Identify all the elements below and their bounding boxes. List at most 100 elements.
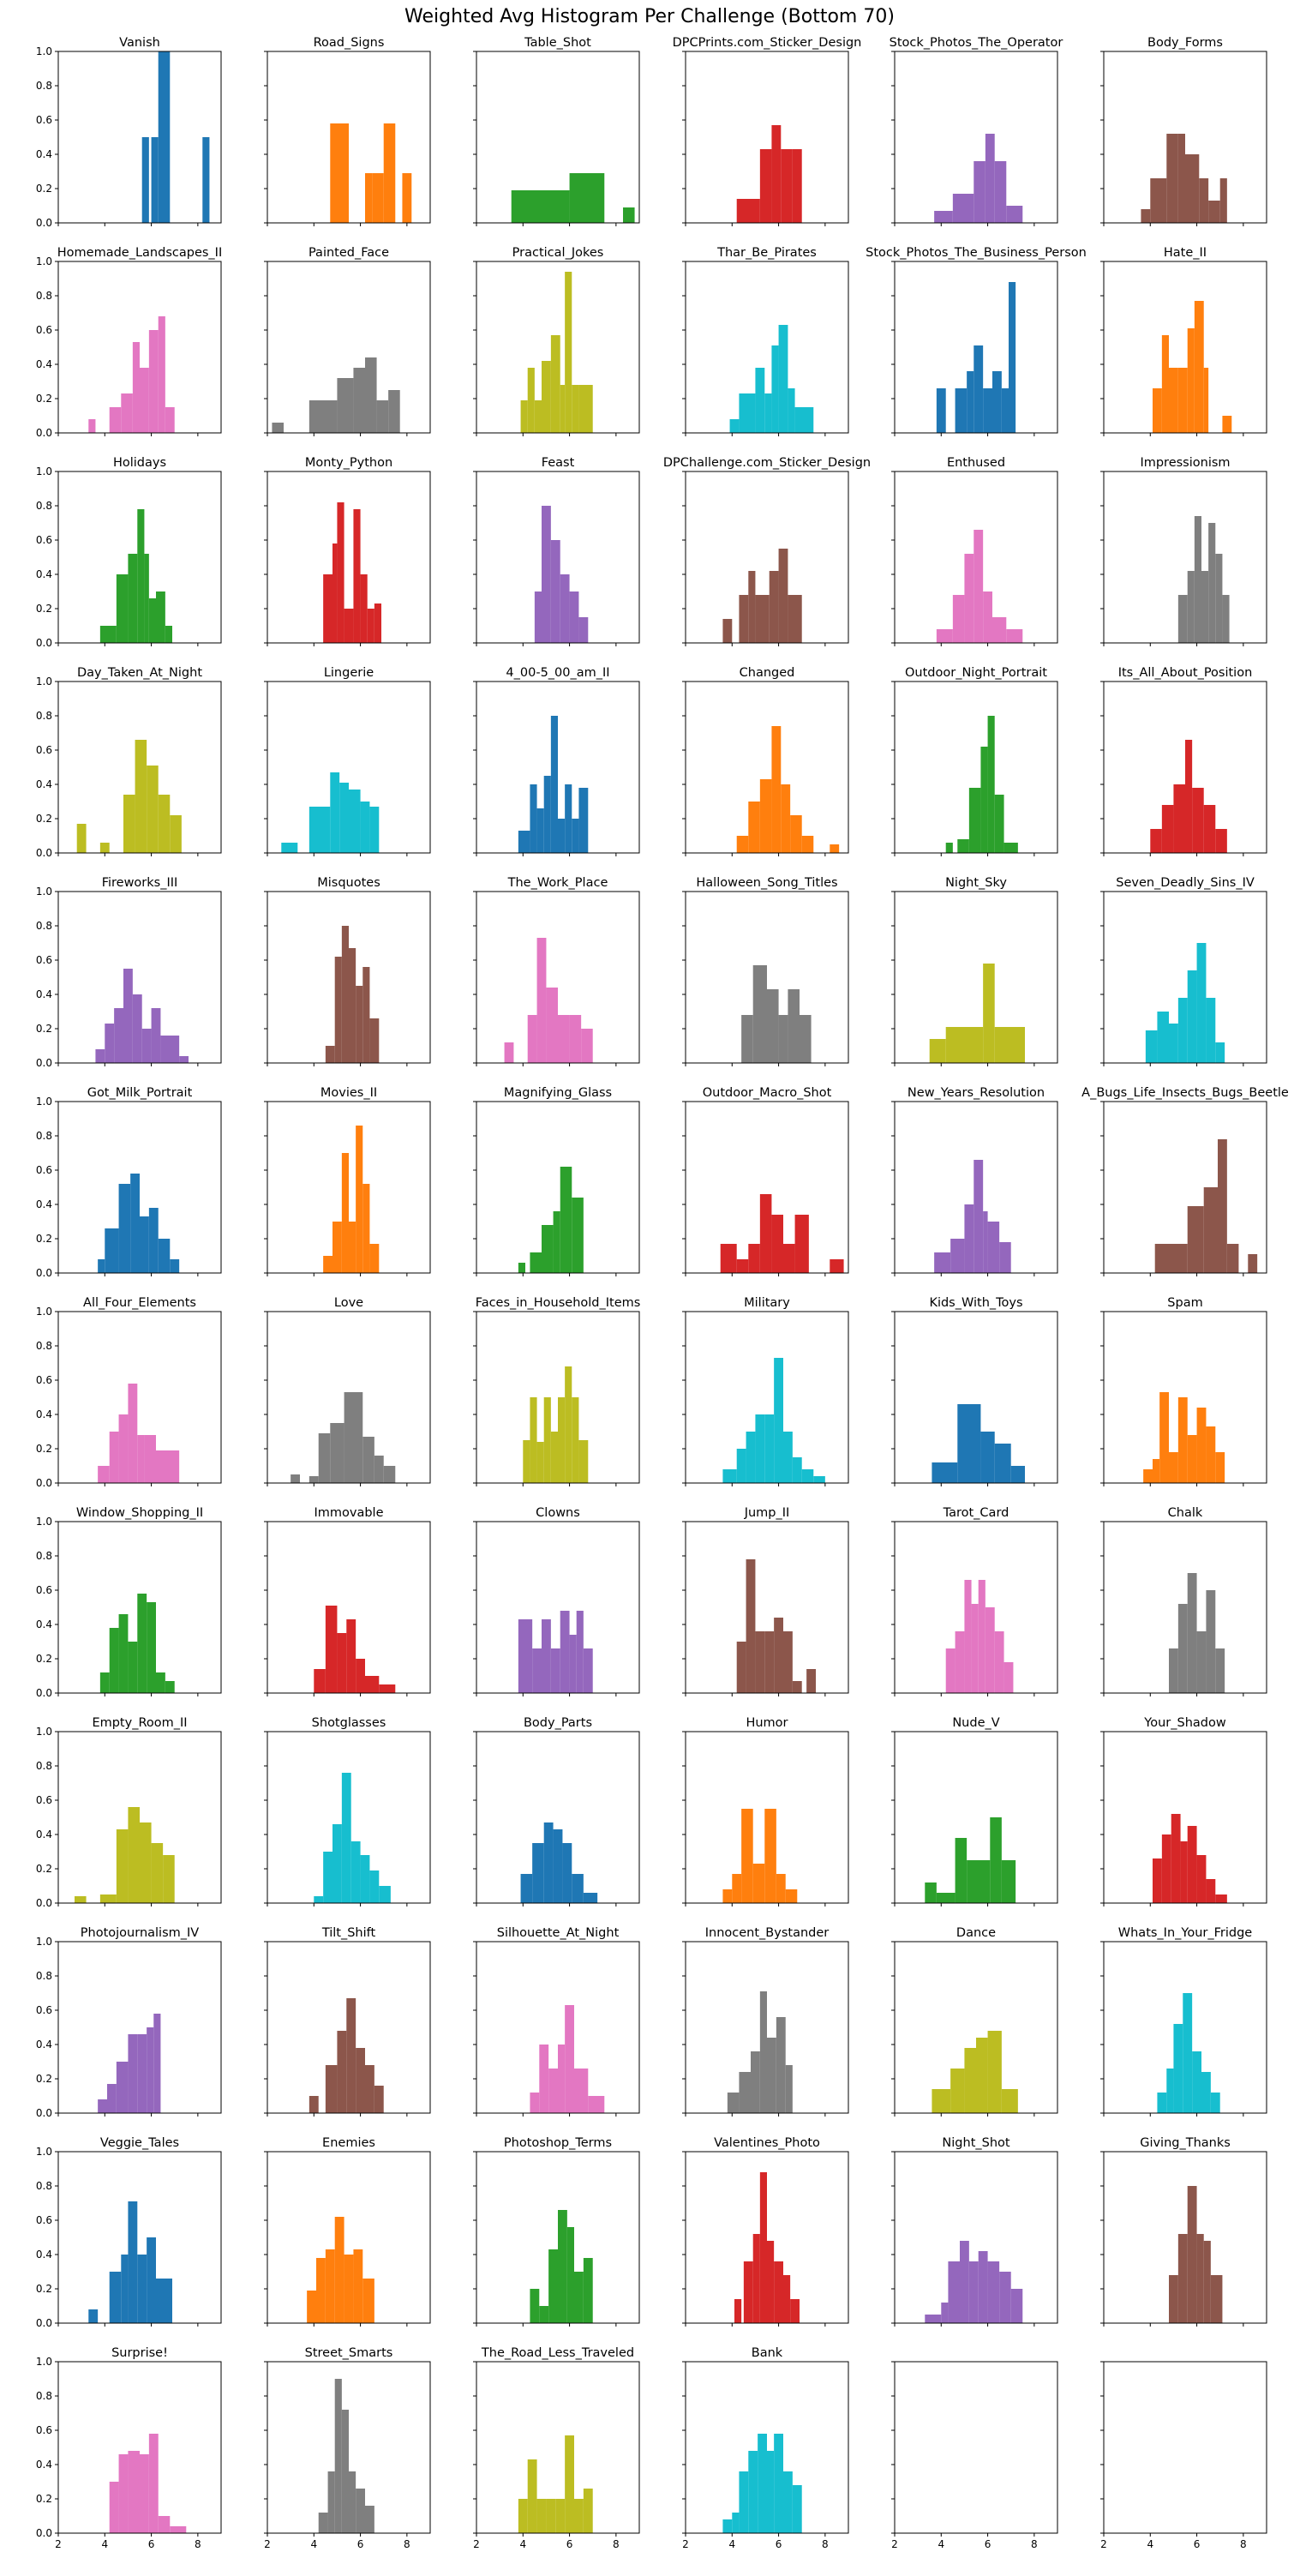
histogram-bar bbox=[1169, 1452, 1178, 1483]
panel-frame bbox=[476, 51, 640, 224]
histogram-bar bbox=[741, 1809, 753, 1903]
panel: Faces_in_Household_Items bbox=[473, 1296, 640, 1486]
panel-title: Movies_II bbox=[321, 1086, 377, 1100]
panel: Enthused bbox=[891, 456, 1058, 646]
panel-title: The_Work_Place bbox=[507, 876, 608, 890]
histogram-bar bbox=[337, 378, 354, 433]
histogram-bar bbox=[569, 1635, 577, 1693]
histogram-bar bbox=[569, 591, 579, 643]
histogram-bar bbox=[1215, 1894, 1227, 1903]
histogram-bar bbox=[751, 2051, 760, 2113]
histogram-bar bbox=[801, 1469, 814, 1483]
panel: A_Bugs_Life_Insects_Bugs_Beetle bbox=[1081, 1086, 1289, 1276]
histogram-bar bbox=[353, 2249, 363, 2323]
histogram-bar bbox=[932, 1462, 958, 1483]
histogram-bar bbox=[955, 388, 968, 433]
histogram-bar bbox=[325, 1046, 335, 1063]
histogram-bar bbox=[1194, 301, 1204, 433]
y-tick-label: 0.4 bbox=[36, 988, 52, 1000]
panel-frame bbox=[57, 261, 222, 434]
x-tick-label: 2 bbox=[55, 2538, 62, 2550]
histogram-bar bbox=[99, 626, 117, 643]
histogram-bar bbox=[945, 1027, 984, 1063]
histogram-bar bbox=[736, 1259, 749, 1273]
histogram-bar bbox=[1201, 2072, 1211, 2113]
histogram-bar bbox=[88, 2309, 99, 2323]
panel-title: Body_Parts bbox=[524, 1716, 592, 1730]
histogram-bar bbox=[1166, 2069, 1174, 2113]
panel: Lingerie bbox=[264, 666, 431, 856]
panel-frame bbox=[57, 51, 222, 224]
histogram-bar bbox=[365, 2506, 374, 2533]
histogram-bar bbox=[374, 603, 381, 643]
histogram-bar bbox=[767, 2451, 775, 2533]
histogram-bar bbox=[1210, 2093, 1220, 2113]
histogram-bar bbox=[783, 2471, 793, 2533]
panel-frame bbox=[476, 1311, 640, 1484]
panel-title: Silhouette_At_Night bbox=[497, 1926, 620, 1940]
histogram-bar bbox=[132, 342, 140, 433]
histogram-bar bbox=[369, 1870, 380, 1903]
panel: Table_Shot bbox=[473, 36, 640, 226]
histogram-bar bbox=[1177, 1397, 1188, 1483]
histogram-bar bbox=[941, 2303, 949, 2323]
panel-title: Magnifying_Glass bbox=[504, 1086, 612, 1100]
histogram-bar bbox=[960, 2241, 969, 2323]
panel-frame bbox=[685, 261, 849, 434]
histogram-bar bbox=[156, 591, 165, 643]
histogram-bar bbox=[945, 843, 953, 853]
histogram-bar bbox=[151, 1843, 164, 1903]
histogram-bar bbox=[1196, 2234, 1204, 2323]
panel-title: Homemade_Landscapes_II bbox=[57, 246, 222, 260]
histogram-bar bbox=[323, 574, 332, 643]
histogram-bar bbox=[1010, 1466, 1025, 1483]
panel-title: Your_Shadow bbox=[1143, 1716, 1226, 1730]
y-tick-label: 1.0 bbox=[36, 1516, 52, 1528]
panel-frame bbox=[267, 1101, 431, 1274]
panel-title: Day_Taken_At_Night bbox=[77, 666, 202, 680]
panel-frame bbox=[685, 1311, 849, 1484]
histogram-bar bbox=[1203, 2241, 1211, 2323]
histogram-bar bbox=[520, 400, 528, 433]
histogram-bar bbox=[356, 2489, 365, 2533]
histogram-bar bbox=[1169, 2275, 1178, 2323]
x-tick-label: 4 bbox=[1147, 2538, 1153, 2550]
histogram-bar bbox=[781, 784, 791, 853]
histogram-bar bbox=[1219, 178, 1227, 223]
histogram-bar bbox=[1208, 523, 1216, 643]
histogram-bar bbox=[530, 2289, 540, 2323]
histogram-bar bbox=[578, 385, 593, 433]
histogram-bar bbox=[578, 617, 589, 643]
histogram-bar bbox=[158, 1239, 171, 1273]
panel: Whats_In_Your_Fridge bbox=[1100, 1926, 1267, 2117]
panel-title: Got_Milk_Portrait bbox=[87, 1086, 193, 1100]
histogram-bar bbox=[1177, 134, 1185, 223]
histogram-bar bbox=[325, 2249, 335, 2323]
histogram-bar bbox=[369, 807, 380, 853]
histogram-bar bbox=[950, 2069, 965, 2113]
y-tick-label: 1.0 bbox=[36, 465, 52, 477]
panel: Practical_Jokes bbox=[473, 246, 640, 436]
histogram-bar bbox=[548, 2249, 558, 2323]
histogram-bar bbox=[170, 815, 182, 853]
y-tick-label: 0.6 bbox=[36, 114, 52, 126]
panel: Clowns bbox=[473, 1506, 640, 1696]
panel-frame bbox=[1103, 1521, 1267, 1694]
panel: Chalk bbox=[1100, 1506, 1267, 1696]
histogram-bar bbox=[565, 2435, 574, 2533]
panel: Road_Signs bbox=[264, 36, 431, 226]
histogram-bar bbox=[830, 844, 840, 853]
histogram-bar bbox=[936, 629, 953, 643]
histogram-bar bbox=[144, 554, 149, 643]
histogram-bar bbox=[1153, 1858, 1162, 1903]
histogram-bar bbox=[374, 1456, 384, 1483]
histogram-bar bbox=[925, 2315, 942, 2323]
y-tick-label: 0.0 bbox=[36, 1897, 52, 1909]
y-tick-label: 0.8 bbox=[36, 1760, 52, 1772]
histogram-bar bbox=[974, 345, 984, 433]
histogram-bar bbox=[764, 393, 772, 433]
histogram-bar bbox=[1187, 1573, 1197, 1693]
y-tick-label: 0.4 bbox=[36, 1828, 52, 1840]
panel-frame bbox=[57, 471, 222, 644]
histogram-bar bbox=[360, 802, 370, 853]
